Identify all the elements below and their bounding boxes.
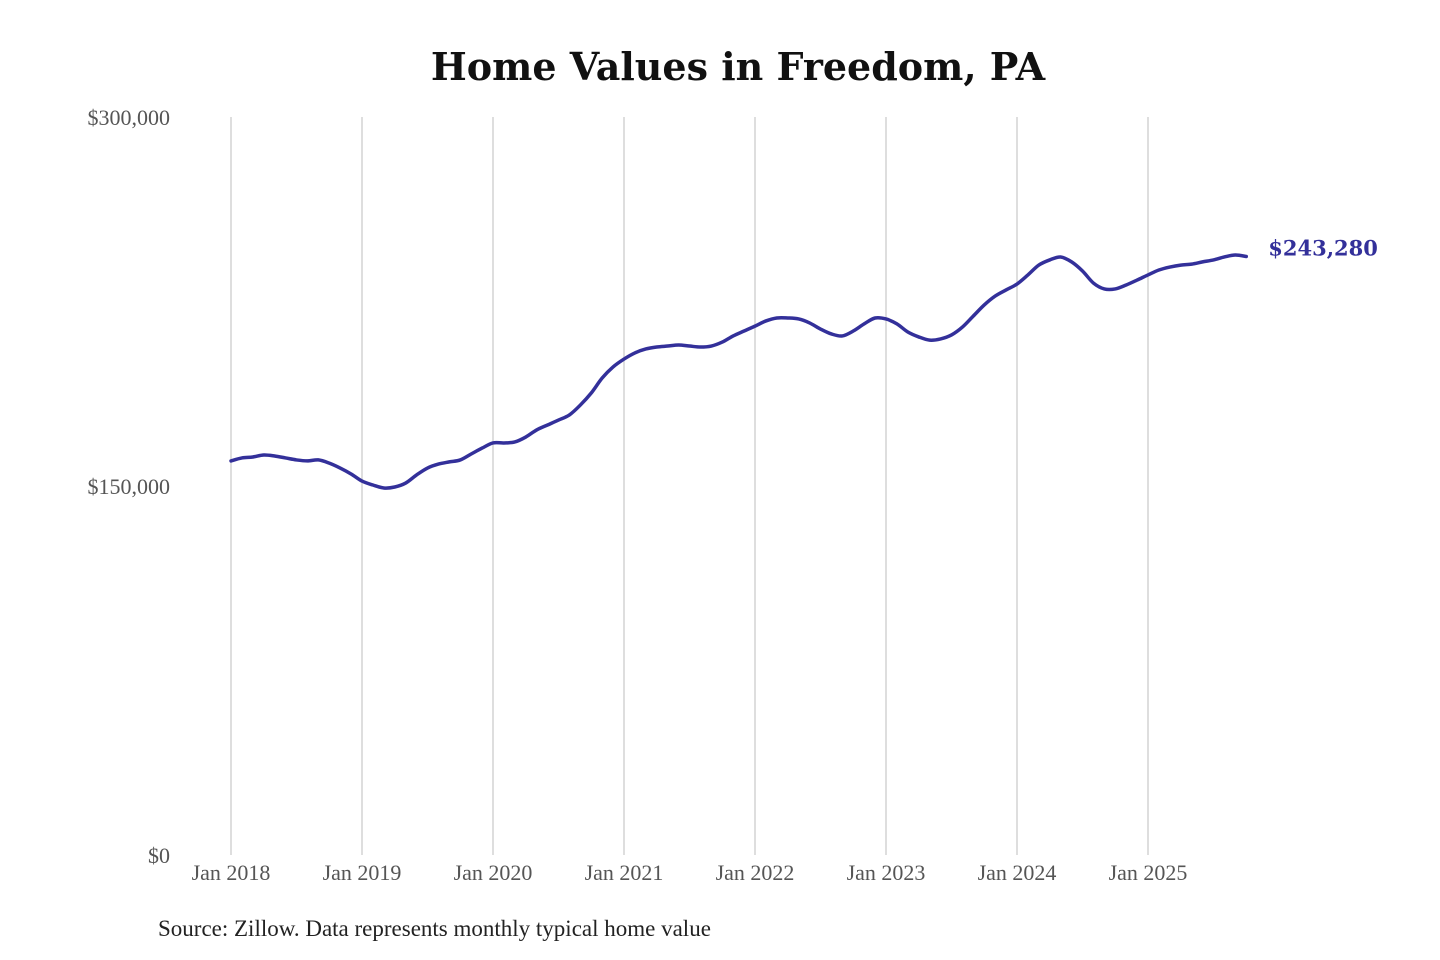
y-axis-ticks: $0 $150,000 $300,000	[88, 105, 171, 868]
x-tick-label: Jan 2021	[585, 860, 664, 885]
x-tick-label: Jan 2022	[716, 860, 795, 885]
y-tick-label: $0	[148, 843, 170, 868]
x-tick-label: Jan 2023	[847, 860, 926, 885]
x-tick-label: Jan 2020	[454, 860, 533, 885]
source-note: Source: Zillow. Data represents monthly …	[158, 916, 711, 941]
y-tick-label: $300,000	[88, 105, 171, 130]
grid-lines	[230, 117, 1149, 855]
x-tick-label: Jan 2019	[323, 860, 402, 885]
x-tick-label: Jan 2024	[978, 860, 1057, 885]
x-axis-ticks: Jan 2018 Jan 2019 Jan 2020 Jan 2021 Jan 2022…	[192, 860, 1188, 885]
end-value-label: $243,280	[1268, 236, 1378, 261]
x-tick-label: Jan 2025	[1109, 860, 1188, 885]
series-line	[229, 253, 1248, 490]
y-tick-label: $150,000	[88, 474, 171, 499]
x-tick-label: Jan 2018	[192, 860, 271, 885]
chart-title: Home Values in Freedom, PA	[430, 44, 1046, 89]
